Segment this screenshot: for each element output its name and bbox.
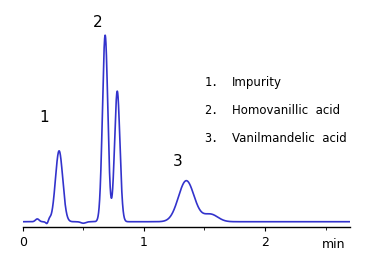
Text: Homovanillic  acid: Homovanillic acid	[232, 104, 340, 117]
Text: min: min	[321, 237, 345, 251]
Text: Impurity: Impurity	[232, 76, 282, 89]
Text: 1: 1	[40, 110, 50, 125]
Text: 3.: 3.	[204, 132, 219, 145]
Text: 2: 2	[93, 15, 103, 30]
Text: 3: 3	[173, 155, 183, 169]
Text: 2.: 2.	[204, 104, 219, 117]
Text: Vanilmandelic  acid: Vanilmandelic acid	[232, 132, 347, 145]
Text: 1.: 1.	[204, 76, 219, 89]
